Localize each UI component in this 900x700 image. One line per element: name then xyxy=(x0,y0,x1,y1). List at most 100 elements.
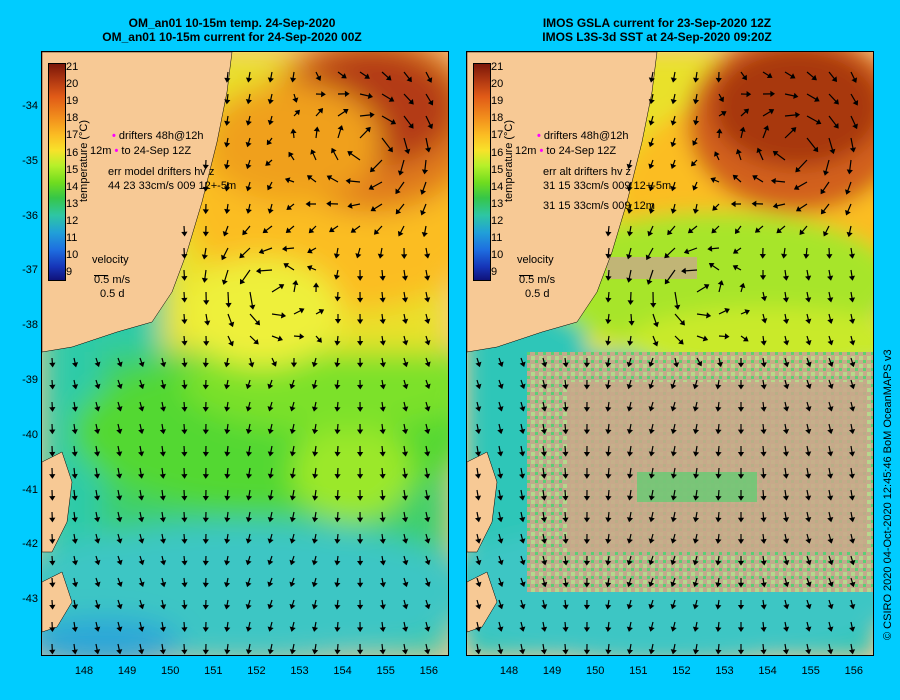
colorbar xyxy=(473,63,491,281)
current-vector-head xyxy=(181,604,188,610)
current-vector xyxy=(425,621,429,628)
current-vector-head xyxy=(245,538,252,544)
current-vector-head xyxy=(94,383,101,390)
current-vector xyxy=(476,555,480,562)
current-vector-head xyxy=(224,495,231,501)
current-vector-head xyxy=(497,361,504,368)
current-vector-head xyxy=(475,604,482,610)
current-vector-head xyxy=(648,98,655,105)
current-vector xyxy=(672,621,676,628)
current-vector-head xyxy=(116,451,123,457)
current-vector-head xyxy=(648,559,655,566)
current-vector xyxy=(542,555,545,562)
current-vector-head xyxy=(245,517,252,523)
current-vector xyxy=(270,511,273,519)
current-vector-head xyxy=(724,333,730,340)
current-vector xyxy=(520,621,524,629)
current-vector xyxy=(336,555,339,562)
current-vector xyxy=(784,423,787,431)
current-vector-head xyxy=(541,581,548,588)
current-vector-head xyxy=(420,189,427,195)
current-vector-head xyxy=(760,429,767,435)
current-vector-head xyxy=(94,626,101,632)
current-vector-head xyxy=(664,252,670,259)
current-vector xyxy=(806,115,819,123)
current-vector xyxy=(381,555,384,562)
current-vector xyxy=(403,489,406,497)
current-vector-head xyxy=(71,649,78,655)
current-vector-head xyxy=(692,185,698,191)
current-vector xyxy=(476,401,479,408)
current-vector xyxy=(351,203,361,207)
current-vector xyxy=(403,445,406,453)
current-vector xyxy=(403,621,406,629)
current-vector xyxy=(713,225,720,231)
current-vector xyxy=(291,599,295,606)
current-vector-head xyxy=(159,517,166,523)
current-vector xyxy=(784,643,787,651)
current-vector xyxy=(371,181,383,188)
error-legend-values: 31 15 33cm/s 009 12+-5m xyxy=(543,180,672,192)
current-vector xyxy=(95,489,98,497)
current-vector xyxy=(828,445,831,453)
current-vector xyxy=(630,313,633,322)
current-vector xyxy=(806,423,809,431)
current-vector-head xyxy=(497,516,504,523)
current-vector xyxy=(520,357,524,364)
current-vector xyxy=(498,511,501,519)
current-vector-head xyxy=(562,560,569,566)
current-vector-head xyxy=(805,297,812,303)
current-vector xyxy=(271,313,283,317)
current-vector xyxy=(315,110,321,117)
coastline xyxy=(467,52,658,633)
current-vector-head xyxy=(49,604,56,610)
current-vector-head xyxy=(326,200,331,207)
current-vector-head xyxy=(49,384,56,390)
current-vector-head xyxy=(799,229,805,236)
current-vector xyxy=(315,130,318,139)
current-vector xyxy=(337,71,344,77)
current-vector xyxy=(226,357,229,364)
velocity-scale xyxy=(519,269,533,282)
current-vector-head xyxy=(814,96,820,102)
current-vector xyxy=(226,621,229,629)
current-vector-head xyxy=(181,253,188,259)
current-vector xyxy=(226,555,229,562)
drifter-marker-icon: • xyxy=(537,130,541,142)
current-vector xyxy=(336,423,339,431)
current-vector xyxy=(806,489,809,497)
current-vector xyxy=(801,225,808,233)
current-vector xyxy=(784,114,797,117)
colorbar-tick: 9 xyxy=(66,266,73,279)
current-vector-head xyxy=(715,77,722,83)
current-vector-head xyxy=(670,538,677,544)
current-vector-head xyxy=(782,451,790,457)
current-vector-head xyxy=(311,581,318,588)
current-vector xyxy=(95,467,98,475)
current-vector xyxy=(629,335,632,342)
current-vector-head xyxy=(805,559,812,566)
current-vector-head xyxy=(364,73,370,79)
current-vector-head xyxy=(605,231,612,237)
current-vector-head xyxy=(848,253,856,259)
current-vector xyxy=(336,379,339,386)
current-vector xyxy=(695,401,698,408)
longitude-tick: 156 xyxy=(844,665,863,677)
current-vector-head xyxy=(310,149,316,155)
current-vector xyxy=(564,555,567,562)
current-vector-head xyxy=(334,473,341,479)
time-scale: 0.5 d xyxy=(100,288,125,300)
current-vector-head xyxy=(744,309,750,315)
current-vector xyxy=(403,291,406,299)
current-vector-head xyxy=(848,495,856,501)
current-vector-head xyxy=(379,384,386,390)
current-vector xyxy=(248,203,251,211)
current-vector xyxy=(269,423,273,431)
current-vector-head xyxy=(827,428,834,435)
current-vector xyxy=(687,247,698,253)
current-vector-head xyxy=(519,451,526,457)
current-vector xyxy=(822,203,830,212)
current-vector-head xyxy=(783,538,790,544)
current-vector xyxy=(247,379,251,386)
current-vector-head xyxy=(49,406,56,412)
